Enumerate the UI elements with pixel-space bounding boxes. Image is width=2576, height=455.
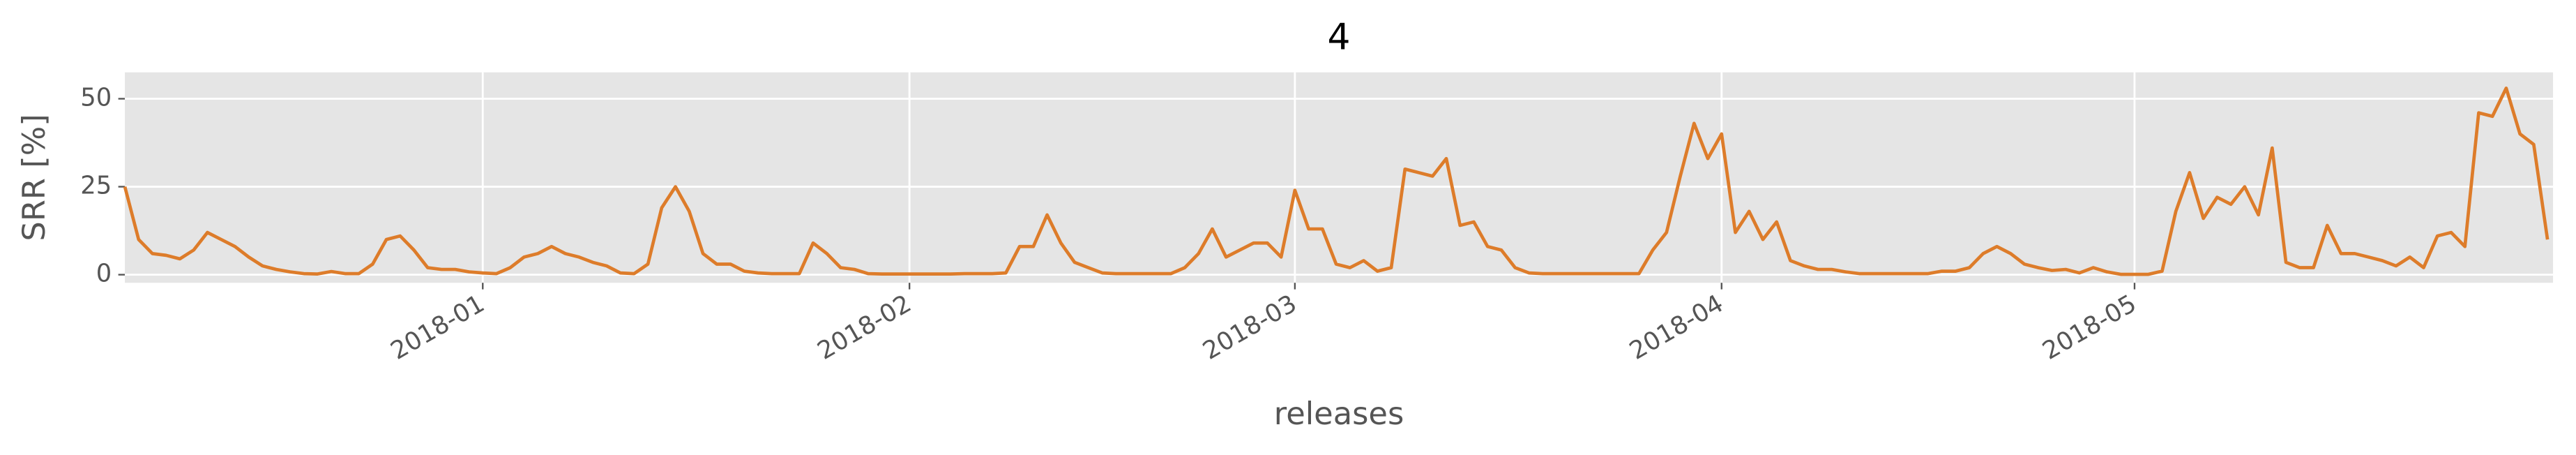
y-axis-label: SRR [%] [15, 114, 52, 241]
x-axis-label: releases [1274, 395, 1404, 432]
y-tick-label: 0 [96, 260, 112, 288]
x-tick-label: 2018-02 [812, 289, 916, 365]
x-tick-label: 2018-04 [1625, 289, 1728, 365]
x-tick-label: 2018-03 [1198, 289, 1301, 365]
x-tick-label: 2018-05 [2038, 289, 2141, 365]
y-tick-label: 50 [80, 83, 112, 112]
data-line [123, 86, 2550, 276]
chart-title: 4 [1328, 17, 1351, 59]
plot-background [125, 72, 2554, 283]
y-tick-label: 25 [80, 172, 112, 200]
x-tick-label: 2018-01 [386, 289, 489, 365]
